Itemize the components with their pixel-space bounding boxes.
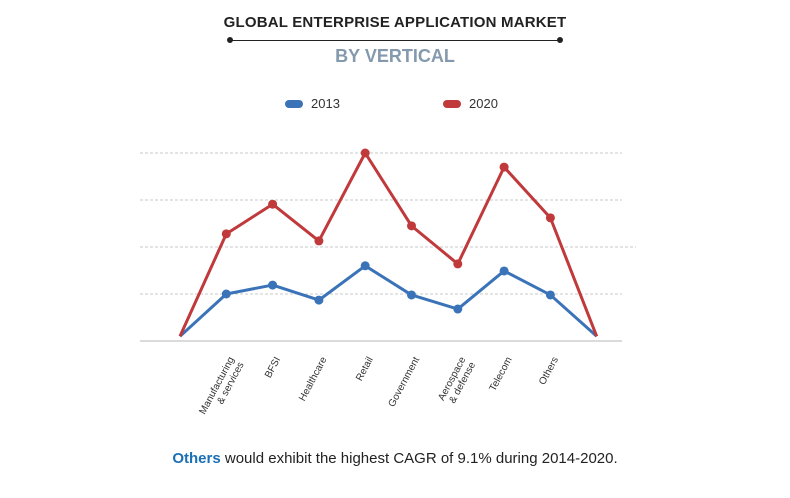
- data-point-2013: [407, 290, 416, 300]
- data-point-2013: [268, 280, 278, 290]
- chart-subtitle: BY VERTICAL: [335, 46, 455, 66]
- data-point-2013: [499, 266, 509, 276]
- data-point-2013: [453, 304, 463, 314]
- data-point-2020: [499, 162, 509, 172]
- legend-label: 2013: [311, 96, 340, 111]
- legend-swatch: [443, 99, 461, 108]
- x-tick-label: Healthcare: [297, 355, 330, 403]
- footnote-text: would exhibit the highest CAGR of 9.1% d…: [220, 450, 618, 467]
- legend-item-2013: 2013: [285, 96, 340, 111]
- series-line-2020: [178, 151, 599, 337]
- legend-label: 2020: [469, 96, 498, 111]
- data-point-2020: [453, 259, 463, 269]
- title-divider: [230, 40, 560, 41]
- x-tick-label: Manufacturing& services: [197, 355, 246, 421]
- x-tick-label: Others: [537, 355, 561, 387]
- series-line-2013: [178, 264, 598, 338]
- legend-item-2020: 2020: [443, 96, 498, 111]
- divider-dot: [557, 37, 563, 43]
- x-tick-label: BFSI: [263, 355, 283, 380]
- data-point-2020: [407, 221, 416, 231]
- data-point-2013: [314, 295, 324, 305]
- data-point-2013: [545, 290, 555, 300]
- chart-title: GLOBAL ENTERPRISE APPLICATION MARKET: [223, 14, 567, 31]
- divider-dot: [227, 37, 233, 43]
- x-tick-label: Aerospace& defense: [436, 355, 478, 408]
- data-point-2020: [360, 148, 370, 158]
- x-tick-label: Retail: [354, 355, 376, 383]
- data-point-2013: [360, 261, 370, 271]
- data-point-2020: [221, 229, 231, 239]
- x-tick-label: Government: [387, 355, 423, 409]
- data-point-2020: [314, 236, 324, 246]
- footnote: Others would exhibit the highest CAGR of…: [0, 450, 790, 467]
- footnote-highlight: Others: [172, 450, 221, 467]
- x-tick-label: Telecom: [488, 355, 515, 393]
- data-point-2020: [268, 199, 278, 209]
- data-point-2020: [545, 213, 555, 223]
- data-point-2013: [221, 289, 231, 299]
- legend-swatch: [285, 99, 303, 108]
